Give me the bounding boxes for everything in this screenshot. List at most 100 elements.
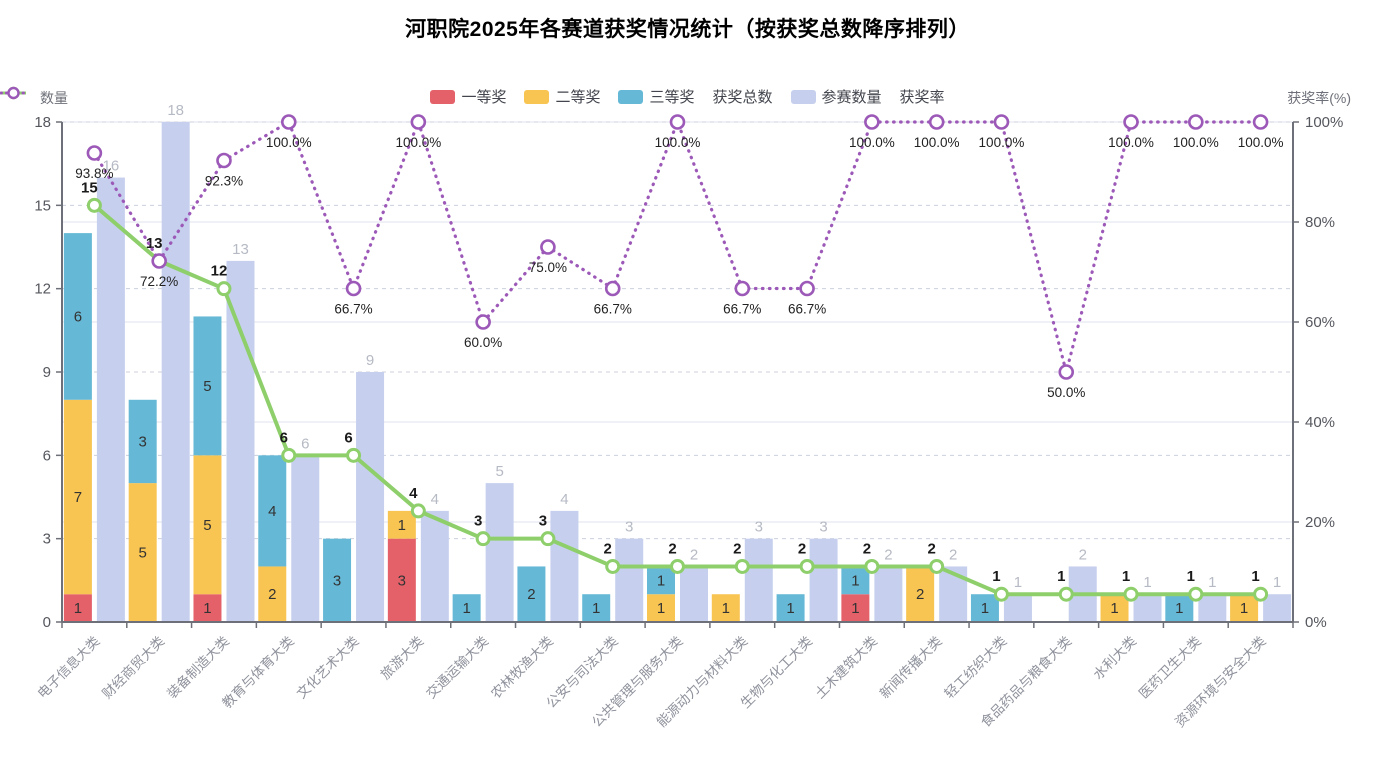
category-label[interactable]: 旅游大类 [378,634,427,683]
participants-value-label: 5 [495,463,503,480]
total-awards-point[interactable] [1188,586,1204,602]
award-rate-point[interactable] [540,239,556,255]
award-rate-point[interactable] [475,314,491,330]
award-rate-point[interactable] [604,280,621,297]
prize-bar-segment[interactable] [323,538,352,622]
participants-bar[interactable] [874,566,903,622]
participants-bar[interactable] [485,483,514,622]
category-label[interactable]: 财经商贸大类 [99,634,167,702]
participants-bar[interactable] [744,538,773,622]
participants-bar[interactable] [1003,594,1032,622]
prize-bar-segment[interactable] [906,566,935,622]
participants-bar[interactable] [161,122,190,622]
participants-bar[interactable] [680,566,708,622]
award-rate-point[interactable] [1058,364,1075,380]
category-label[interactable]: 新闻传播大类 [877,634,945,702]
award-rate-point[interactable] [993,114,1010,130]
award-rate-point[interactable] [410,114,427,130]
category-label[interactable]: 医药卫生大类 [1136,634,1204,702]
prize-bar-segment[interactable] [841,594,870,622]
award-rate-point[interactable] [345,280,362,297]
category-label[interactable]: 轻工纺织大类 [942,634,1010,702]
prize-value-label: 2 [916,586,924,603]
participants-bar[interactable] [291,455,320,622]
participants-bar[interactable] [809,538,838,622]
total-awards-point[interactable] [216,281,232,297]
prize-bar-segment[interactable] [647,594,675,622]
prize-bar-segment[interactable] [258,455,287,567]
category-label[interactable]: 交通运输大类 [423,633,492,702]
prize-bar-segment[interactable] [128,483,157,622]
total-awards-point[interactable] [1058,586,1074,602]
category-label[interactable]: 农林牧渔大类 [488,634,556,702]
award-rate-point[interactable] [280,114,297,130]
total-awards-point[interactable] [540,531,556,547]
prize-bar-segment[interactable] [841,566,870,595]
award-rate-point[interactable] [864,114,880,130]
award-rate-point[interactable] [1123,114,1139,130]
participants-bar[interactable] [420,510,449,622]
award-rate-point[interactable] [216,152,232,169]
total-awards-point[interactable] [993,586,1009,602]
prize-bar-segment[interactable] [258,566,287,622]
total-awards-point[interactable] [799,558,815,574]
prize-bar-segment[interactable] [193,594,222,622]
category-label[interactable]: 水利大类 [1090,634,1139,683]
prize-bar-segment[interactable] [582,594,611,622]
prize-bar-segment[interactable] [193,455,222,595]
prize-bar-segment[interactable] [63,594,92,622]
category-label[interactable]: 土木建筑大类 [812,634,880,702]
participants-bar[interactable] [550,510,579,622]
prize-bar-segment[interactable] [387,510,416,539]
total-awards-point[interactable] [475,531,491,547]
award-rate-point[interactable] [734,280,751,297]
award-rate-point[interactable] [799,280,815,297]
prize-bar-segment[interactable] [63,233,92,400]
category-label[interactable]: 电子信息大类 [34,633,103,702]
total-awards-point[interactable] [929,558,945,574]
prize-bar-segment[interactable] [776,594,805,622]
category-label[interactable]: 装备制造大类 [164,633,233,702]
total-awards-point[interactable] [410,503,426,519]
prize-bar-segment[interactable] [1165,594,1194,622]
total-awards-point[interactable] [281,447,297,463]
prize-bar-segment[interactable] [517,566,546,622]
award-rate-point[interactable] [86,145,103,161]
prize-bar-segment[interactable] [647,566,675,595]
category-label[interactable]: 文化艺术大类 [294,634,362,702]
prize-bar-segment[interactable] [1100,594,1129,622]
total-awards-point[interactable] [670,558,685,574]
legend-item-一等奖[interactable]: 一等奖 [430,86,506,107]
prize-bar-segment[interactable] [193,316,222,456]
participants-bar[interactable] [226,260,255,622]
prize-bar-segment[interactable] [452,594,481,622]
participants-bar[interactable] [1133,594,1162,622]
award-rate-point[interactable] [669,114,686,130]
award-rate-point[interactable] [1252,114,1269,130]
award-rate-point[interactable] [928,114,945,130]
legend-item-获奖率[interactable]: 获奖率 [0,86,945,107]
participants-bar[interactable] [96,177,125,623]
prize-bar-segment[interactable] [711,594,740,622]
legend-item-二等奖[interactable]: 二等奖 [524,86,600,107]
participants-bar[interactable] [1198,594,1227,622]
total-awards-point[interactable] [605,558,621,574]
participants-bar[interactable] [1263,594,1292,622]
prize-bar-segment[interactable] [387,538,416,622]
legend-item-参赛数量[interactable]: 参赛数量 [790,86,882,107]
participants-bar[interactable] [615,538,644,622]
prize-bar-segment[interactable] [63,399,92,595]
total-awards-point[interactable] [346,447,362,463]
prize-bar-segment[interactable] [1230,594,1259,622]
prize-bar-segment[interactable] [970,594,999,622]
award-rate-point[interactable] [151,253,167,269]
total-awards-point[interactable] [86,197,102,213]
total-awards-point[interactable] [1253,586,1269,602]
total-awards-point[interactable] [1123,586,1139,602]
total-awards-point[interactable] [864,558,880,574]
legend-item-三等奖[interactable]: 三等奖 [618,86,695,107]
prize-bar-segment[interactable] [128,399,157,484]
award-rate-point[interactable] [1188,114,1204,130]
participants-bar[interactable] [356,372,385,622]
total-awards-point[interactable] [734,558,750,574]
